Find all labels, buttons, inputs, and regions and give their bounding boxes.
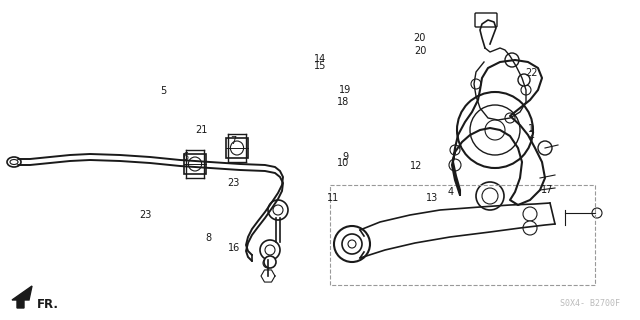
Circle shape	[482, 188, 498, 204]
Circle shape	[264, 256, 276, 268]
Circle shape	[450, 145, 460, 155]
Circle shape	[457, 92, 533, 168]
Text: 6: 6	[182, 152, 189, 162]
Text: 4: 4	[448, 187, 454, 197]
Circle shape	[348, 240, 356, 248]
Circle shape	[523, 221, 537, 235]
Text: 1: 1	[528, 124, 534, 134]
Ellipse shape	[10, 159, 18, 164]
Circle shape	[485, 120, 505, 140]
Text: 13: 13	[426, 193, 438, 203]
Text: 20: 20	[413, 33, 425, 43]
Circle shape	[538, 141, 552, 155]
Text: 16: 16	[227, 243, 240, 253]
Text: 11: 11	[327, 193, 339, 203]
Bar	[184, 154, 206, 174]
Text: 20: 20	[415, 45, 427, 56]
Ellipse shape	[230, 141, 244, 155]
Polygon shape	[12, 286, 32, 308]
Ellipse shape	[7, 157, 21, 167]
Text: 5: 5	[160, 86, 166, 96]
Text: FR.: FR.	[37, 298, 59, 310]
Text: 10: 10	[337, 158, 349, 168]
Circle shape	[449, 159, 461, 171]
Circle shape	[505, 53, 519, 67]
Text: 23: 23	[227, 178, 239, 188]
Circle shape	[263, 258, 273, 268]
Text: 2: 2	[528, 130, 534, 140]
Text: 19: 19	[339, 85, 351, 95]
Ellipse shape	[188, 157, 202, 171]
Circle shape	[523, 207, 537, 221]
Circle shape	[265, 245, 275, 255]
Text: 7: 7	[230, 136, 237, 146]
Circle shape	[273, 205, 283, 215]
Text: 23: 23	[140, 210, 152, 220]
FancyBboxPatch shape	[475, 13, 497, 27]
Text: 21: 21	[195, 124, 207, 135]
Circle shape	[521, 85, 531, 95]
Bar	[226, 138, 248, 158]
Circle shape	[268, 200, 288, 220]
Text: 18: 18	[337, 97, 349, 107]
Text: 9: 9	[342, 152, 349, 162]
Text: S0X4- B2700F: S0X4- B2700F	[560, 299, 620, 308]
Text: 22: 22	[525, 68, 538, 78]
Circle shape	[342, 234, 362, 254]
Circle shape	[476, 182, 504, 210]
Text: 15: 15	[314, 60, 326, 71]
Text: 12: 12	[410, 161, 422, 172]
Circle shape	[592, 208, 602, 218]
Circle shape	[470, 105, 520, 155]
Circle shape	[260, 240, 280, 260]
Text: 14: 14	[314, 54, 326, 64]
Text: 8: 8	[205, 233, 211, 244]
Circle shape	[334, 226, 370, 262]
Circle shape	[505, 113, 515, 123]
Circle shape	[471, 79, 481, 89]
Text: 17: 17	[541, 185, 553, 196]
Circle shape	[518, 74, 530, 86]
